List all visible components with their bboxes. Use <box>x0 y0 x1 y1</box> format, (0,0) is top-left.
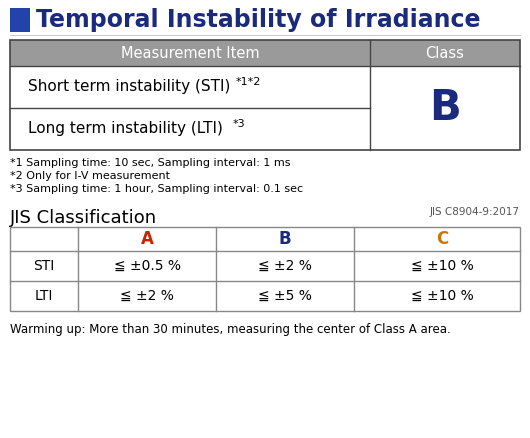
Text: LTI: LTI <box>35 289 53 303</box>
Text: Short term instability (STI): Short term instability (STI) <box>28 80 231 95</box>
Text: ≦ ±2 %: ≦ ±2 % <box>120 289 174 303</box>
Text: *1 Sampling time: 10 sec, Sampling interval: 1 ms: *1 Sampling time: 10 sec, Sampling inter… <box>10 158 290 168</box>
Text: B: B <box>279 230 292 248</box>
Text: ≦ ±0.5 %: ≦ ±0.5 % <box>113 259 181 273</box>
Bar <box>10 227 520 311</box>
Text: Class: Class <box>426 46 464 60</box>
Bar <box>10 40 520 150</box>
Text: *1*2: *1*2 <box>236 77 261 87</box>
Text: ≦ ±10 %: ≦ ±10 % <box>411 289 473 303</box>
Text: ≦ ±2 %: ≦ ±2 % <box>258 259 312 273</box>
Text: STI: STI <box>33 259 55 273</box>
Text: JIS C8904-9:2017: JIS C8904-9:2017 <box>430 207 520 217</box>
Text: *3 Sampling time: 1 hour, Sampling interval: 0.1 sec: *3 Sampling time: 1 hour, Sampling inter… <box>10 184 303 194</box>
Text: JIS Classification: JIS Classification <box>10 209 157 227</box>
Text: B: B <box>429 87 461 129</box>
Text: ≦ ±10 %: ≦ ±10 % <box>411 259 473 273</box>
Text: A: A <box>140 230 154 248</box>
Text: C: C <box>436 230 448 248</box>
Text: *3: *3 <box>233 119 245 129</box>
Bar <box>10 40 370 66</box>
Text: Warming up: More than 30 minutes, measuring the center of Class A area.: Warming up: More than 30 minutes, measur… <box>10 323 450 336</box>
Text: ≦ ±5 %: ≦ ±5 % <box>258 289 312 303</box>
Text: Measurement Item: Measurement Item <box>121 46 259 60</box>
Text: *2 Only for I-V measurement: *2 Only for I-V measurement <box>10 171 170 181</box>
Text: Temporal Instability of Irradiance: Temporal Instability of Irradiance <box>36 8 481 32</box>
Bar <box>10 8 30 32</box>
Bar <box>370 40 520 66</box>
Text: Long term instability (LTI): Long term instability (LTI) <box>28 121 223 137</box>
